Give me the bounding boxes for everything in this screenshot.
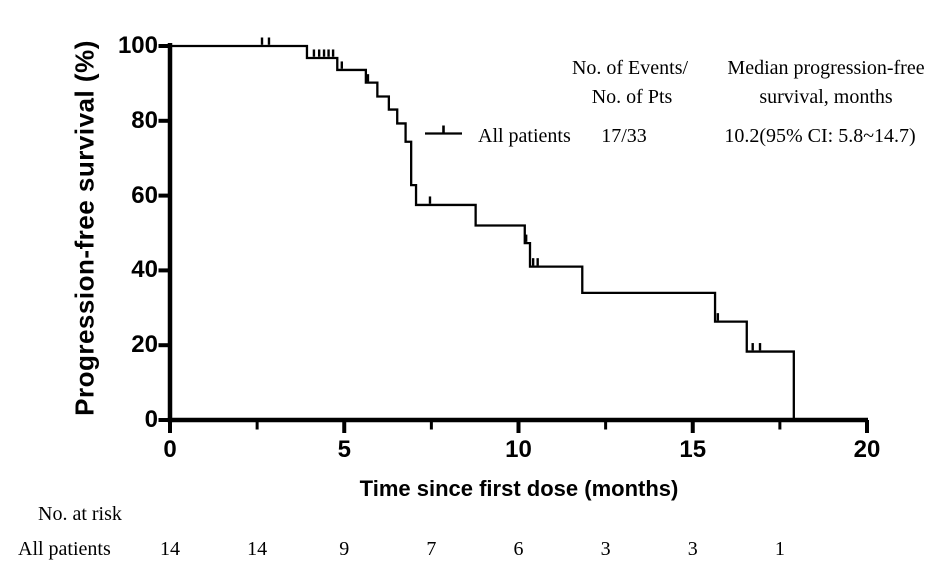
x-tick-label-15: 15: [679, 436, 707, 463]
y-tick-label-40: 40: [131, 256, 158, 284]
median-header-line1: Median progression-free: [727, 57, 925, 79]
y-tick-label-0: 0: [144, 406, 158, 433]
at-risk-value-1: 14: [247, 538, 268, 560]
at-risk-value-5: 3: [600, 538, 611, 560]
at-risk-value-2: 9: [339, 538, 350, 560]
x-tick-label-5: 5: [337, 436, 351, 463]
median-header-line2: survival, months: [759, 86, 893, 108]
x-tick-label-10: 10: [505, 436, 532, 463]
at-risk-row-label: All patients: [18, 538, 111, 560]
at-risk-value-6: 3: [687, 538, 698, 560]
y-tick-label-60: 60: [131, 181, 158, 209]
y-tick-label-80: 80: [131, 106, 158, 134]
at-risk-value-7: 1: [774, 538, 785, 560]
x-tick-label-20: 20: [853, 436, 881, 463]
median-value: 10.2(95% CI: 5.8~14.7): [724, 125, 916, 147]
at-risk-value-0: 14: [160, 538, 180, 560]
x-tick-label-0: 0: [163, 436, 177, 463]
at-risk-value-3: 7: [426, 538, 437, 560]
at-risk-title: No. at risk: [38, 503, 122, 525]
events-header-line2: No. of Pts: [591, 86, 673, 108]
events-header-line1: No. of Events/: [571, 57, 689, 79]
y-tick-label-20: 20: [131, 331, 158, 359]
km-curve-all-patients: [170, 44, 795, 420]
at-risk-value-4: 6: [513, 538, 524, 560]
events-value: 17/33: [601, 125, 647, 147]
x-axis-title: Time since first dose (months): [359, 476, 679, 501]
legend-label-all-patients: All patients: [478, 125, 571, 147]
y-tick-label-100: 100: [117, 32, 158, 59]
